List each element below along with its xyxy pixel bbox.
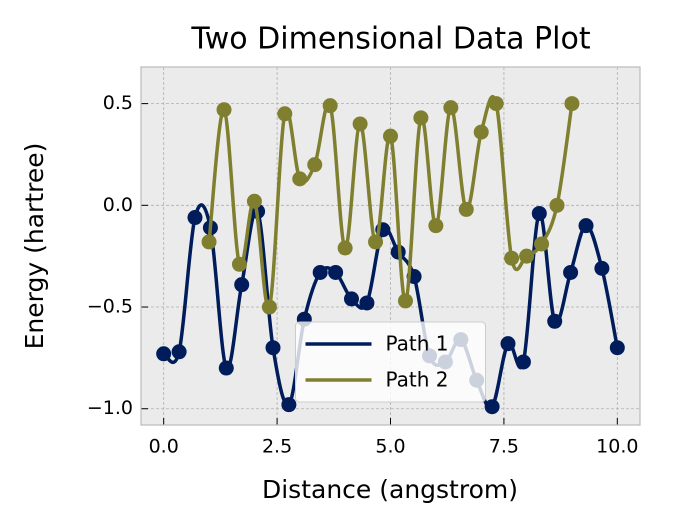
marker [594,260,610,276]
marker [171,344,187,360]
marker [322,98,338,114]
marker [534,236,550,252]
x-tick-label: 5.0 [375,436,405,458]
chart-title: Two Dimensional Data Plot [190,22,590,57]
marker [578,218,594,234]
y-tick-label: −1.0 [87,397,133,419]
marker [218,360,234,376]
marker [547,313,563,329]
marker [246,193,262,209]
marker [564,96,580,112]
marker [443,100,459,116]
marker [383,128,398,144]
marker [352,116,368,132]
legend-box [295,321,486,403]
marker [519,248,535,264]
marker [368,234,384,250]
marker [504,250,520,266]
x-tick-label: 0.0 [149,436,179,458]
marker [281,397,297,413]
legend-label: Path 1 [386,332,449,356]
marker [337,240,353,256]
marker [458,201,474,217]
marker [359,295,375,311]
marker [531,205,547,221]
plot-frame [140,66,641,426]
marker [216,102,232,118]
marker [261,299,277,315]
marker [231,256,247,272]
marker [549,197,565,213]
marker [292,171,308,187]
marker [312,264,328,280]
marker [201,234,217,250]
marker [563,264,579,280]
y-tick-label: −0.5 [87,296,133,318]
marker [265,340,281,356]
y-axis-label: Energy (hartree) [20,143,49,350]
marker [428,218,444,234]
marker [343,291,359,307]
x-tick-label: 10.0 [596,436,638,458]
marker [156,346,172,362]
x-axis-label: Distance (angstrom) [262,475,518,504]
marker [473,124,489,140]
marker [609,340,625,356]
marker [515,354,531,370]
marker [307,157,323,173]
marker [328,264,344,280]
x-tick-label: 7.5 [489,436,519,458]
legend-label: Path 2 [386,368,449,392]
marker [484,399,500,415]
marker [234,277,250,293]
y-tick-label: 0.0 [103,194,133,216]
marker [488,96,504,112]
y-tick-label: 0.5 [103,92,133,114]
marker [413,110,429,126]
marker [397,293,413,309]
marker [500,336,516,352]
marker [187,210,203,226]
marker [277,106,293,122]
x-tick-label: 2.5 [262,436,292,458]
